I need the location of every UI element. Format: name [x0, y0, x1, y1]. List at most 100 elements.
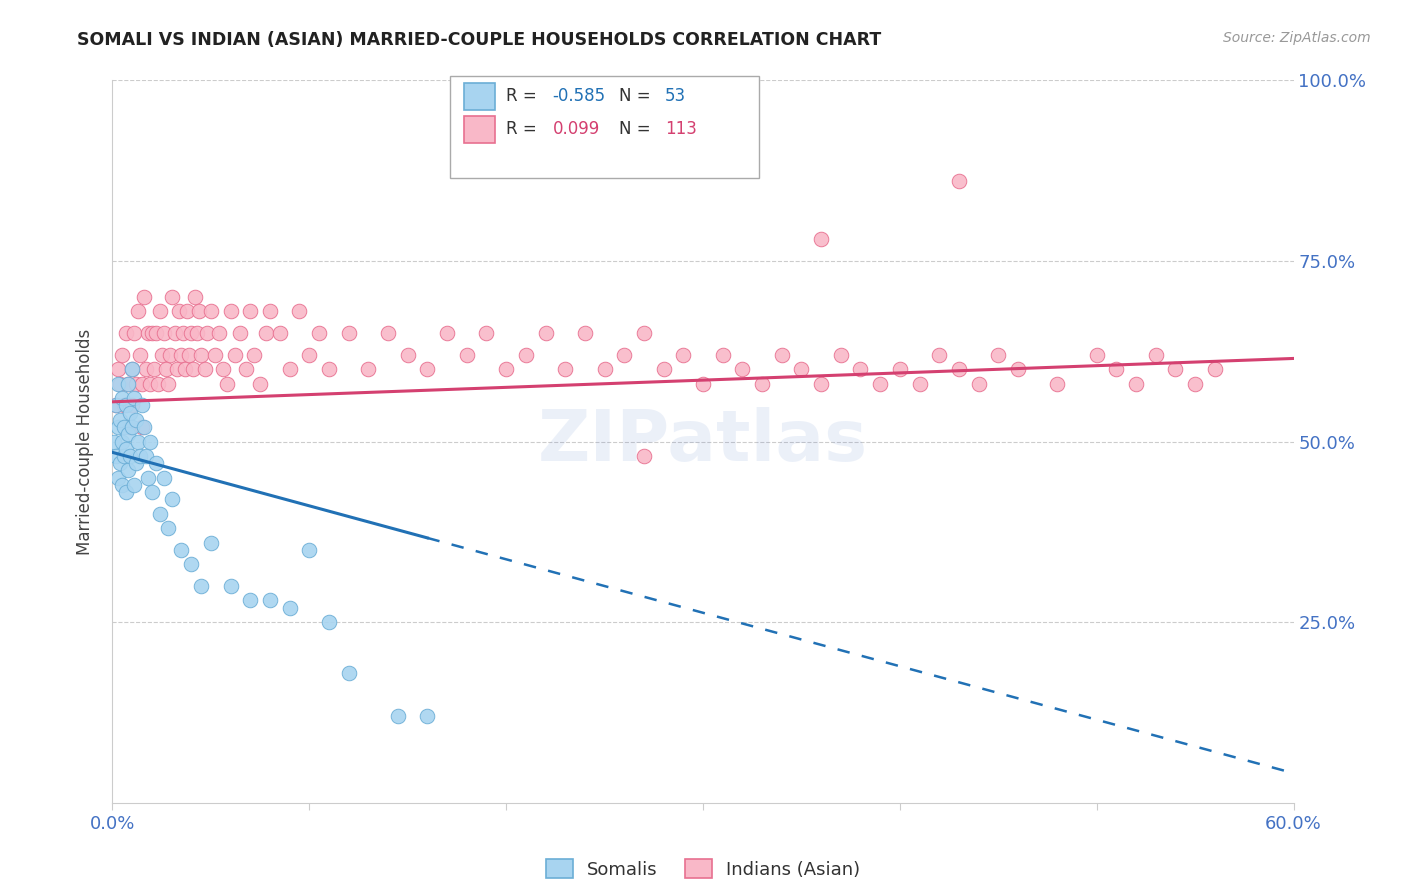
Point: [731, 362, 754, 376]
Point: [308, 326, 330, 340]
Point: [790, 362, 813, 376]
Point: [170, 348, 193, 362]
Point: [211, 362, 233, 376]
Point: [165, 326, 187, 340]
Point: [117, 376, 139, 391]
Point: [534, 326, 557, 340]
Point: [243, 348, 266, 362]
Point: [117, 463, 139, 477]
Point: [122, 391, 145, 405]
Point: [692, 376, 714, 391]
Point: [103, 434, 125, 449]
Point: [554, 362, 576, 376]
Point: [111, 391, 134, 405]
Point: [117, 427, 139, 442]
Point: [160, 492, 183, 507]
Point: [337, 665, 360, 680]
Point: [121, 362, 143, 376]
Point: [416, 362, 439, 376]
Point: [948, 174, 970, 188]
Point: [105, 398, 128, 412]
Point: [184, 290, 207, 304]
Point: [136, 326, 159, 340]
Point: [254, 326, 277, 340]
Point: [174, 362, 197, 376]
Point: [436, 326, 458, 340]
Point: [1204, 362, 1226, 376]
Point: [249, 376, 271, 391]
Point: [235, 362, 257, 376]
Point: [115, 485, 138, 500]
Point: [107, 362, 129, 376]
Point: [121, 362, 143, 376]
Point: [456, 348, 478, 362]
Point: [219, 304, 242, 318]
Point: [810, 232, 832, 246]
Point: [416, 709, 439, 723]
Point: [115, 442, 138, 456]
Point: [152, 326, 174, 340]
Text: R =: R =: [506, 87, 543, 105]
Text: 113: 113: [665, 120, 697, 138]
Point: [377, 326, 399, 340]
Point: [1046, 376, 1069, 391]
Point: [111, 434, 134, 449]
Point: [1007, 362, 1029, 376]
Point: [150, 348, 173, 362]
Point: [200, 535, 222, 549]
Point: [132, 290, 155, 304]
Point: [120, 449, 142, 463]
Point: [180, 558, 202, 572]
Point: [770, 348, 793, 362]
Point: [928, 348, 950, 362]
Point: [830, 348, 852, 362]
Point: [105, 398, 128, 412]
Legend: Somalis, Indians (Asian): Somalis, Indians (Asian): [538, 852, 868, 886]
Point: [131, 398, 153, 412]
Point: [149, 304, 172, 318]
Text: 53: 53: [665, 87, 686, 105]
Point: [239, 593, 262, 607]
Text: N =: N =: [619, 120, 655, 138]
Point: [869, 376, 891, 391]
Point: [810, 376, 832, 391]
Point: [112, 398, 135, 412]
Point: [194, 362, 217, 376]
Point: [117, 376, 139, 391]
Point: [181, 362, 204, 376]
Point: [129, 348, 152, 362]
Point: [129, 449, 152, 463]
Point: [125, 456, 148, 470]
Point: [105, 449, 128, 463]
Text: 0.099: 0.099: [553, 120, 600, 138]
Point: [141, 326, 163, 340]
Point: [337, 326, 360, 340]
Point: [593, 362, 616, 376]
Point: [122, 326, 145, 340]
Point: [110, 456, 132, 470]
Point: [1144, 348, 1167, 362]
Point: [652, 362, 675, 376]
Point: [169, 304, 191, 318]
Point: [186, 326, 208, 340]
Point: [149, 507, 172, 521]
Point: [179, 348, 201, 362]
Point: [190, 348, 212, 362]
Point: [136, 470, 159, 484]
Point: [132, 420, 155, 434]
Point: [357, 362, 380, 376]
Point: [298, 542, 321, 557]
Point: [112, 420, 135, 434]
Point: [515, 348, 537, 362]
Point: [172, 326, 194, 340]
Point: [115, 326, 138, 340]
Point: [176, 304, 198, 318]
Point: [120, 420, 142, 434]
Point: [159, 348, 181, 362]
Point: [131, 376, 153, 391]
Point: [111, 478, 134, 492]
Text: R =: R =: [506, 120, 547, 138]
Point: [110, 413, 132, 427]
Y-axis label: Married-couple Households: Married-couple Households: [76, 328, 94, 555]
Point: [188, 304, 211, 318]
